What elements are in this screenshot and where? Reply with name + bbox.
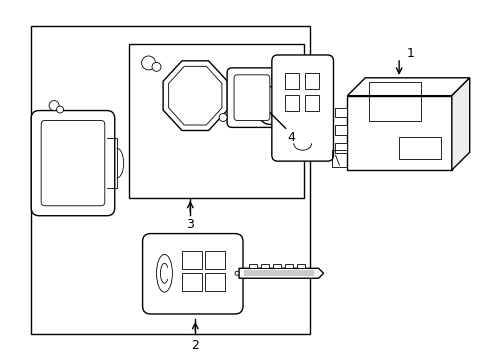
FancyBboxPatch shape xyxy=(271,55,333,161)
Bar xyxy=(31,26,309,334)
FancyBboxPatch shape xyxy=(234,75,269,121)
Ellipse shape xyxy=(255,87,283,125)
Polygon shape xyxy=(346,78,469,96)
Ellipse shape xyxy=(49,100,59,111)
Bar xyxy=(272,264,280,268)
Polygon shape xyxy=(451,78,469,170)
Bar xyxy=(304,73,318,89)
Bar xyxy=(335,143,346,153)
Ellipse shape xyxy=(235,271,239,275)
Bar xyxy=(205,273,224,291)
Bar xyxy=(205,251,224,269)
Ellipse shape xyxy=(57,106,63,113)
Bar xyxy=(335,125,346,135)
Ellipse shape xyxy=(142,56,155,70)
Bar xyxy=(296,264,304,268)
FancyBboxPatch shape xyxy=(31,111,115,216)
Ellipse shape xyxy=(152,62,161,71)
Polygon shape xyxy=(239,268,323,278)
Polygon shape xyxy=(163,61,227,130)
Text: 2: 2 xyxy=(191,339,199,352)
Bar xyxy=(346,96,451,170)
Bar xyxy=(182,273,202,291)
FancyBboxPatch shape xyxy=(41,121,104,206)
Bar xyxy=(284,73,298,89)
FancyBboxPatch shape xyxy=(226,68,276,127)
Bar xyxy=(284,95,298,111)
FancyBboxPatch shape xyxy=(142,234,243,314)
Bar xyxy=(261,264,268,268)
Bar xyxy=(368,82,420,121)
Bar xyxy=(128,44,303,198)
Text: 3: 3 xyxy=(186,218,194,231)
Bar xyxy=(304,95,318,111)
Ellipse shape xyxy=(156,255,172,292)
Bar xyxy=(284,264,292,268)
Bar xyxy=(248,264,256,268)
Text: 1: 1 xyxy=(407,48,414,60)
Bar xyxy=(335,108,346,117)
Ellipse shape xyxy=(219,113,226,121)
Bar xyxy=(398,137,440,159)
Polygon shape xyxy=(168,66,222,125)
Bar xyxy=(182,251,202,269)
Text: 4: 4 xyxy=(287,131,295,144)
